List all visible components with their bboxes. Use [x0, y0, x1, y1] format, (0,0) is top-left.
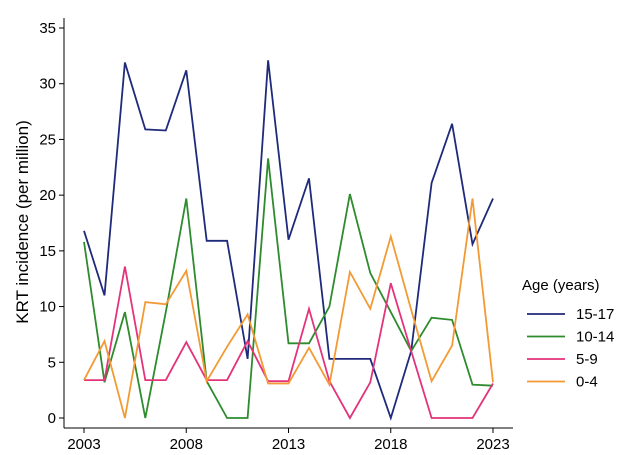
y-axis-title: KRT incidence (per million) — [13, 120, 32, 323]
axes: 0 5 10 15 20 25 30 35 2003 2008 2013 2018 2023 — [39, 18, 513, 453]
y-tick-label: 0 — [48, 410, 56, 427]
y-tick-label: 5 — [48, 354, 56, 371]
legend-title: Age (years) — [522, 277, 600, 294]
legend: Age (years) 15-17 10-14 5-9 0-4 — [522, 277, 614, 391]
legend-label-0-4: 0-4 — [576, 374, 598, 391]
series-line-5-9 — [84, 266, 494, 420]
x-tick-label: 2003 — [67, 436, 100, 453]
x-tick-label: 2023 — [476, 436, 509, 453]
legend-label-10-14: 10-14 — [576, 329, 614, 346]
x-tick-label: 2013 — [272, 436, 305, 453]
x-tick-label: 2008 — [170, 436, 203, 453]
y-tick-label: 30 — [39, 76, 56, 93]
y-tick-label: 35 — [39, 20, 56, 37]
series-line-10-14 — [83, 158, 494, 419]
series-layer — [83, 60, 494, 421]
y-tick-label: 15 — [39, 243, 56, 260]
series-line-0-4 — [83, 198, 494, 419]
series-line-15-17 — [83, 60, 494, 421]
legend-label-15-17: 15-17 — [576, 306, 614, 323]
y-tick-label: 10 — [39, 299, 56, 316]
y-tick-label: 20 — [39, 187, 56, 204]
x-tick-label: 2018 — [374, 436, 407, 453]
y-tick-label: 25 — [39, 131, 56, 148]
legend-label-5-9: 5-9 — [576, 351, 598, 368]
